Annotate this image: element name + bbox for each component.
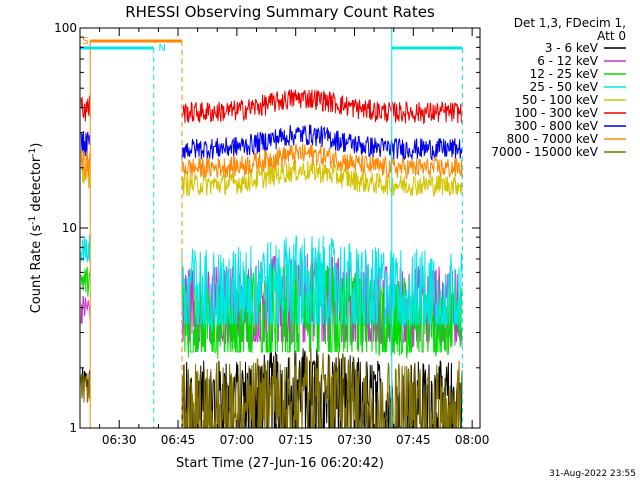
x-tick-label: 07:15	[278, 433, 313, 447]
series-line-25to50keV	[80, 234, 463, 332]
legend-entry-label: 300 - 800 keV	[514, 119, 598, 133]
y-axis-label-sup1: -1	[28, 216, 38, 225]
axis-layer: 06:30 06:45 07:00 07:15 07:30 07:45 08:00 1 10 10…	[54, 21, 489, 447]
y-tick-label: 1	[69, 421, 77, 435]
night-flag-label: N	[158, 43, 165, 54]
timestamp: 31-Aug-2022 23:55	[549, 469, 636, 479]
legend-entry-label: 50 - 100 keV	[522, 93, 599, 107]
y-tick-label: 100	[54, 21, 77, 35]
chart-title: RHESSI Observing Summary Count Rates	[125, 3, 435, 21]
series-line-300to800keV	[80, 124, 463, 162]
legend-entry-label: 3 - 6 keV	[545, 41, 599, 55]
y-tick-label: 10	[62, 221, 77, 235]
series-line-7000to15000keV	[80, 347, 463, 428]
legend-header-line2: Att 0	[597, 29, 626, 43]
y-axis-label-part2: detector	[29, 156, 44, 216]
y-axis-label-part1: Count Rate (s	[29, 225, 44, 314]
legend-entry-label: 25 - 50 keV	[530, 80, 599, 94]
data-layer	[80, 89, 463, 428]
legend-entry-label: 12 - 25 keV	[530, 67, 599, 81]
legend-entry-label: 800 - 7000 keV	[507, 132, 599, 146]
legend-header-line1: Det 1,3, FDecim 1,	[514, 16, 626, 30]
y-axis-label: Count Rate (s-1 detector-1)	[28, 143, 44, 314]
y-axis-label-part3: )	[29, 143, 44, 148]
x-tick-label: 06:30	[102, 433, 137, 447]
series-line-100to300keV	[80, 89, 463, 125]
x-tick-label: 08:00	[455, 433, 490, 447]
flag-layer: SN	[80, 28, 463, 428]
y-axis-label-sup2: -1	[28, 148, 38, 157]
legend-entry-label: 7000 - 15000 keV	[491, 145, 598, 159]
saa-flag-label: S	[82, 36, 88, 47]
legend-entry-label: 100 - 300 keV	[514, 106, 598, 120]
legend-entry-label: 6 - 12 keV	[537, 54, 599, 68]
x-tick-label: 06:45	[161, 433, 196, 447]
x-tick-label: 07:00	[220, 433, 255, 447]
x-tick-label: 07:30	[337, 433, 372, 447]
x-tick-label: 07:45	[396, 433, 431, 447]
x-axis-label: Start Time (27-Jun-16 06:20:42)	[176, 456, 384, 471]
